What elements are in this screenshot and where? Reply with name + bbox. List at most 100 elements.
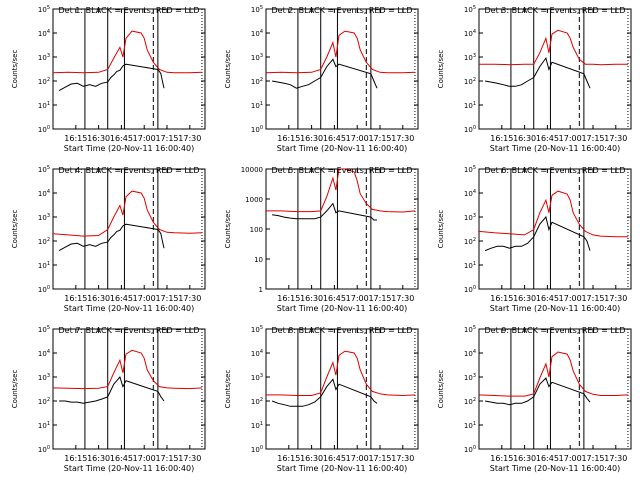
y-axis-label: Counts/sec	[11, 370, 19, 409]
x-tick-label: 16:45	[323, 294, 346, 303]
panel-title: Det 7: BLACK = Events, RED = LLD	[59, 326, 200, 335]
x-tick-label: 17:00	[346, 454, 369, 463]
y-tick-label: 105	[251, 325, 263, 334]
y-tick-label: 100	[464, 445, 476, 454]
y-tick-label: 102	[38, 397, 50, 406]
y-tick-label: 100	[250, 226, 263, 234]
y-tick-label: 101	[251, 101, 263, 110]
x-axis-label: Start Time (20-Nov-11 16:00:40)	[490, 464, 620, 473]
x-tick-label: 17:00	[559, 294, 582, 303]
series-lld-line	[478, 190, 628, 238]
y-tick-label: 104	[251, 349, 263, 358]
y-axis-label: Counts/sec	[437, 370, 445, 409]
x-tick-label: 16:30	[87, 294, 110, 303]
y-axis-label: Counts/sec	[224, 370, 232, 409]
series-events-line	[59, 375, 165, 404]
x-tick-label: 16:15	[490, 454, 513, 463]
x-tick-label: 16:30	[513, 134, 536, 143]
y-axis-label: Counts/sec	[224, 210, 232, 249]
panel-title: Det 3: BLACK = Events, RED = LLD	[485, 6, 626, 15]
y-tick-label: 103	[464, 53, 476, 62]
series-events-line	[485, 377, 591, 406]
y-tick-label: 100	[251, 125, 263, 134]
x-tick-label: 16:45	[110, 294, 133, 303]
series-lld-line	[52, 349, 203, 390]
x-tick-label: 17:30	[178, 134, 201, 143]
y-tick-label: 102	[38, 237, 50, 246]
series-lld-line	[52, 30, 203, 74]
x-tick-label: 16:30	[513, 454, 536, 463]
x-axis-label: Start Time (20-Nov-11 16:00:40)	[277, 304, 407, 313]
y-tick-label: 104	[38, 189, 50, 198]
panel-title: Det 2: BLACK = Events, RED = LLD	[272, 6, 413, 15]
y-tick-label: 1000	[245, 196, 263, 204]
y-tick-label: 100	[251, 445, 263, 454]
x-tick-label: 17:15	[155, 454, 178, 463]
y-tick-label: 105	[38, 325, 50, 334]
series-events-line	[484, 215, 591, 252]
x-tick-label: 17:00	[346, 134, 369, 143]
x-axis-label: Start Time (20-Nov-11 16:00:40)	[64, 304, 194, 313]
x-tick-label: 17:00	[133, 454, 156, 463]
plot-frame	[478, 168, 632, 290]
series-lld-line	[265, 30, 416, 74]
series-lld-line	[266, 350, 416, 397]
y-tick-label: 101	[464, 101, 476, 110]
detector-panel-7: 16:15 16:30 16:45 17:00 17:15 17:30 100 101 102 1…	[11, 325, 206, 473]
y-tick-label: 100	[38, 445, 50, 454]
y-tick-label: 100	[464, 125, 476, 134]
y-tick-label: 105	[38, 5, 50, 14]
detector-panel-2: 16:15 16:30 16:45 17:00 17:15 17:30 100 101 102 1…	[224, 5, 419, 153]
x-tick-label: 16:45	[110, 454, 133, 463]
y-tick-label: 103	[464, 373, 476, 382]
plot-frame	[52, 168, 206, 290]
y-tick-label: 103	[251, 53, 263, 62]
panel-title: Det 5: BLACK = Events, RED = LLD	[272, 166, 413, 175]
y-tick-label: 101	[38, 101, 50, 110]
plot-frame	[265, 8, 419, 130]
x-axis-label: Start Time (20-Nov-11 16:00:40)	[277, 464, 407, 473]
x-tick-label: 17:15	[368, 294, 391, 303]
panel-title: Det 6: BLACK = Events, RED = LLD	[485, 166, 626, 175]
plot-frame	[478, 328, 632, 450]
series-events-line	[271, 378, 378, 407]
x-tick-label: 17:30	[604, 454, 627, 463]
x-tick-label: 16:30	[513, 294, 536, 303]
x-tick-label: 17:00	[559, 454, 582, 463]
series-events-line	[272, 202, 377, 221]
y-tick-label: 10	[254, 256, 263, 264]
x-tick-label: 16:30	[300, 134, 323, 143]
x-tick-label: 17:00	[346, 294, 369, 303]
y-tick-label: 105	[464, 165, 476, 174]
series-events-line	[272, 58, 378, 89]
plot-frame	[52, 8, 206, 130]
y-tick-label: 105	[251, 5, 263, 14]
x-tick-label: 16:15	[64, 294, 87, 303]
y-tick-label: 102	[464, 77, 476, 86]
series-events-line	[58, 223, 165, 252]
x-tick-label: 16:15	[490, 294, 513, 303]
y-axis-label: Counts/sec	[224, 50, 232, 89]
y-tick-label: 104	[464, 349, 476, 358]
x-tick-label: 17:15	[155, 294, 178, 303]
y-axis-label: Counts/sec	[437, 50, 445, 89]
x-tick-label: 16:15	[277, 294, 300, 303]
x-tick-label: 16:30	[87, 454, 110, 463]
detector-panel-8: 16:15 16:30 16:45 17:00 17:15 17:30 100 101 102 1…	[224, 325, 419, 473]
y-tick-label: 103	[38, 373, 50, 382]
y-tick-label: 1	[259, 286, 263, 294]
y-tick-label: 105	[38, 165, 50, 174]
y-axis-label: Counts/sec	[437, 210, 445, 249]
y-tick-label: 100	[38, 125, 50, 134]
x-axis-label: Start Time (20-Nov-11 16:00:40)	[64, 144, 194, 153]
x-tick-label: 17:30	[604, 294, 627, 303]
y-tick-label: 102	[251, 397, 263, 406]
y-tick-label: 10000	[241, 166, 263, 174]
x-tick-label: 16:30	[300, 454, 323, 463]
series-lld-line	[52, 190, 203, 237]
x-tick-label: 17:30	[391, 294, 414, 303]
x-tick-label: 17:00	[133, 294, 156, 303]
y-tick-label: 105	[464, 5, 476, 14]
x-tick-label: 17:15	[581, 134, 604, 143]
